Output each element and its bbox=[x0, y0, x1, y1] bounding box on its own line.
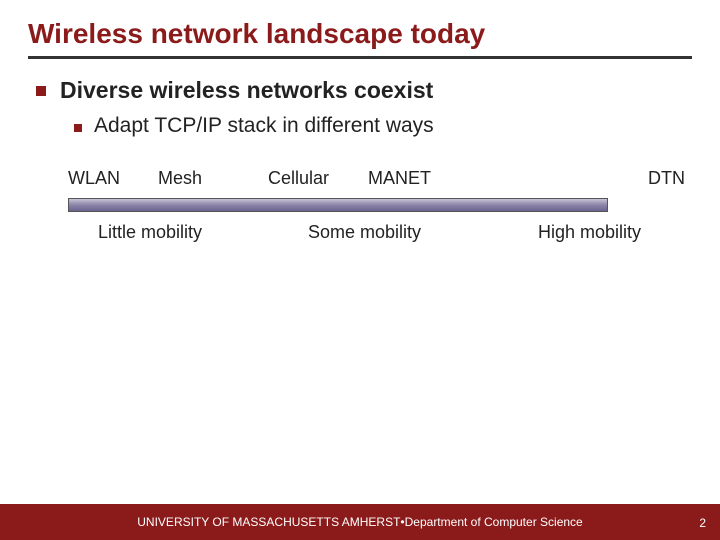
type-cellular: Cellular bbox=[268, 168, 329, 189]
bullet-main-text: Diverse wireless networks coexist bbox=[60, 77, 433, 104]
bullet-sub: Adapt TCP/IP stack in different ways bbox=[74, 114, 692, 138]
type-wlan: WLAN bbox=[68, 168, 120, 189]
footer-department: Department of Computer Science bbox=[405, 515, 583, 529]
mobility-little: Little mobility bbox=[98, 222, 202, 243]
slide-container: Wireless network landscape today Diverse… bbox=[0, 0, 720, 540]
mobility-gradient-bar bbox=[68, 198, 608, 212]
type-dtn: DTN bbox=[648, 168, 685, 189]
mobility-some: Some mobility bbox=[308, 222, 421, 243]
slide-title: Wireless network landscape today bbox=[28, 18, 692, 59]
bullet-sub-text: Adapt TCP/IP stack in different ways bbox=[94, 114, 434, 138]
bullet-square-icon bbox=[74, 124, 82, 132]
mobility-labels-row: Little mobility Some mobility High mobil… bbox=[68, 222, 652, 248]
page-number: 2 bbox=[699, 516, 706, 530]
mobility-high: High mobility bbox=[538, 222, 641, 243]
bullet-square-icon bbox=[36, 86, 46, 96]
type-manet: MANET bbox=[368, 168, 431, 189]
bullet-main: Diverse wireless networks coexist bbox=[36, 77, 692, 104]
footer-university: UNIVERSITY OF MASSACHUSETTS AMHERST bbox=[137, 515, 400, 529]
network-types-row: WLAN Mesh Cellular MANET DTN bbox=[68, 168, 652, 194]
type-mesh: Mesh bbox=[158, 168, 202, 189]
footer-bar: UNIVERSITY OF MASSACHUSETTS AMHERST • De… bbox=[0, 504, 720, 540]
